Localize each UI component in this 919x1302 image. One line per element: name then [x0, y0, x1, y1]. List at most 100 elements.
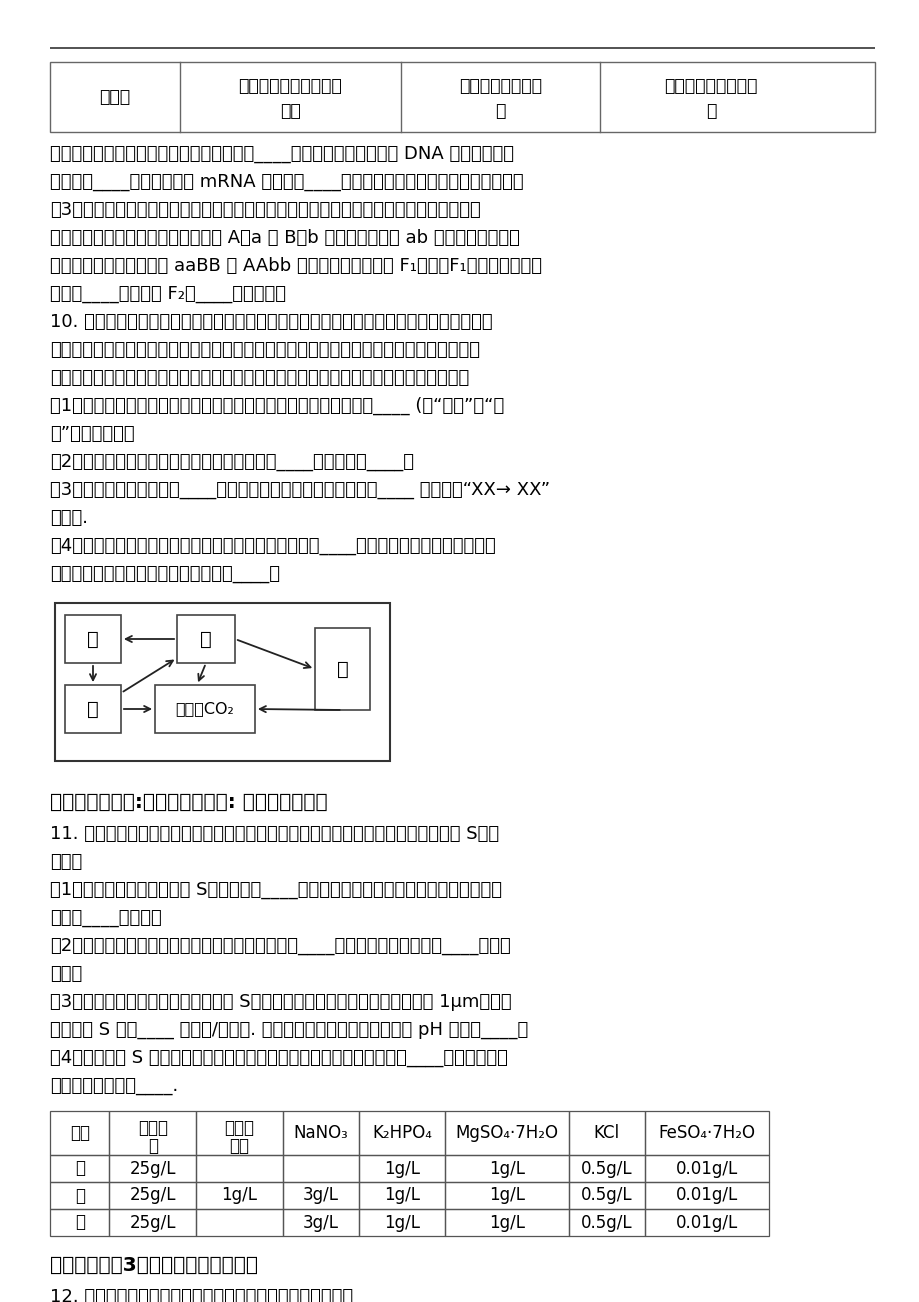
Text: 胶酵: 胶酵	[229, 1137, 249, 1155]
Text: NaNO₃: NaNO₃	[293, 1124, 347, 1142]
Text: 蛋白质: 蛋白质	[99, 89, 130, 105]
Bar	[282, 1182, 358, 1210]
Text: 结果表明，控制窄叶性状的突变基因可能为____。丙基因突变的原因是 DNA 分子中发生了: 结果表明，控制窄叶性状的突变基因可能为____。丙基因突变的原因是 DNA 分子…	[50, 145, 514, 163]
Text: 与野生型结构无差: 与野生型结构无差	[459, 77, 541, 95]
Text: 其他配方的原因是____.: 其他配方的原因是____.	[50, 1077, 178, 1095]
Text: 不同: 不同	[279, 102, 301, 120]
Bar	[358, 1155, 445, 1182]
Text: 丁: 丁	[336, 660, 348, 678]
Bar	[50, 1111, 109, 1155]
Bar	[50, 62, 874, 132]
Bar	[314, 628, 369, 710]
Bar	[196, 1182, 282, 1210]
Text: 表示）.: 表示）.	[50, 509, 88, 527]
Text: 短: 短	[705, 102, 715, 120]
Bar	[196, 1155, 282, 1182]
Text: 碱基对的____，导致形成的 mRNA 提前出现____，从而使合成的蛋白质长度明显变短。: 碱基对的____，导致形成的 mRNA 提前出现____，从而使合成的蛋白质长度…	[50, 173, 523, 191]
Text: 0.01g/L: 0.01g/L	[675, 1213, 737, 1232]
Text: 25g/L: 25g/L	[130, 1186, 176, 1204]
Bar	[445, 1111, 568, 1155]
Text: 0.5g/L: 0.5g/L	[581, 1186, 632, 1204]
Text: 25g/L: 25g/L	[130, 1213, 176, 1232]
Text: 丙: 丙	[87, 699, 98, 719]
Bar	[65, 615, 121, 663]
Bar	[196, 1210, 282, 1236]
Text: 乙: 乙	[87, 629, 98, 648]
Text: 1g/L: 1g/L	[383, 1160, 419, 1177]
Text: （3）乙和丙的种间关系为____．图中漏画了一个筭头，该筭头是____ （用格式“XX→ XX”: （3）乙和丙的种间关系为____．图中漏画了一个筭头，该筭头是____ （用格式…	[50, 480, 550, 499]
Text: 25g/L: 25g/L	[130, 1160, 176, 1177]
Text: K₂HPO₄: K₂HPO₄	[371, 1124, 431, 1142]
Bar	[109, 1155, 196, 1182]
Bar	[109, 1182, 196, 1210]
Text: （3）在显微镜下观察分离得到的菌株 S，发现其菌丝白色致密，细胞核直径约 1μm，初步: （3）在显微镜下观察分离得到的菌株 S，发现其菌丝白色致密，细胞核直径约 1μm…	[50, 993, 511, 1010]
Text: 10. 日常生活及工农业生产中产生的含有大量氮、磷的废污水进入水体后，常导致湖泊等水: 10. 日常生活及工农业生产中产生的含有大量氮、磷的废污水进入水体后，常导致湖泊…	[50, 312, 492, 331]
Bar	[358, 1210, 445, 1236]
Text: 丙: 丙	[74, 1213, 85, 1232]
Text: 0.5g/L: 0.5g/L	[581, 1160, 632, 1177]
Bar	[644, 1210, 767, 1236]
Text: （1）欲从该土样中分离菌株 S，需使用以____唯一碳源的培养基．接种后需将培养皿倒置: （1）欲从该土样中分离菌株 S，需使用以____唯一碳源的培养基．接种后需将培养…	[50, 881, 502, 898]
Text: 0.01g/L: 0.01g/L	[675, 1186, 737, 1204]
Bar	[358, 1111, 445, 1155]
Bar	[50, 1210, 109, 1236]
Bar	[445, 1182, 568, 1210]
Text: （3）雌配子致死可导致稻穗出现空粒，严重影响水稻产量．研究表明水稻配子成活率由两: （3）雌配子致死可导致稻穗出现空粒，严重影响水稻产量．研究表明水稻配子成活率由两	[50, 201, 481, 219]
Text: 域污染、富营养化，爆发主要由蓝藻引起的水华现象，影响水质和水生动物的生活．右图表: 域污染、富营养化，爆发主要由蓝藻引起的水华现象，影响水质和水生动物的生活．右图表	[50, 341, 480, 359]
Text: 11. 阿拉伯胶是一种多糖，研究者从某土样中发现一种能合成阿拉伯胶降解酵的菌株 S．请: 11. 阿拉伯胶是一种多糖，研究者从某土样中发现一种能合成阿拉伯胶降解酵的菌株 …	[50, 825, 499, 842]
Bar	[50, 1182, 109, 1210]
Bar	[358, 1182, 445, 1210]
Text: （2）从生态系统的组成成分看，蓝藻可用图中____表示，丁是____．: （2）从生态系统的组成成分看，蓝藻可用图中____表示，丁是____．	[50, 453, 414, 471]
Text: 1g/L: 1g/L	[489, 1160, 525, 1177]
Text: 1g/L: 1g/L	[489, 1186, 525, 1204]
Text: 推测菌株 S 属于____ （细菌/真菌）. 根据这一推测，该菌株的培养基 pH 成调至____．: 推测菌株 S 属于____ （细菌/真菌）. 根据这一推测，该菌株的培养基 pH…	[50, 1021, 528, 1039]
Bar	[644, 1182, 767, 1210]
Text: 3g/L: 3g/L	[302, 1186, 338, 1204]
Text: 12. 基因工程在医药卫生、农牧业等方面应用广泛．请回答：: 12. 基因工程在医药卫生、农牧业等方面应用广泛．请回答：	[50, 1288, 353, 1302]
Text: 异: 异	[494, 102, 505, 120]
Text: MgSO₄·7H₂O: MgSO₄·7H₂O	[455, 1124, 558, 1142]
Bar	[568, 1210, 644, 1236]
Text: （1）若使用血细胞计数板检测水样中蓝藻的数量，需在盖上盖玻片____ (填“之前”、“之: （1）若使用血细胞计数板检测水样中蓝藻的数量，需在盖上盖玻片____ (填“之前…	[50, 397, 504, 415]
Text: （4）欲对菌株 S 产生的阿拉伯胶降解酵的活力进行测定，应选用下表中____配方，不选用: （4）欲对菌株 S 产生的阿拉伯胶降解酵的活力进行测定，应选用下表中____配方…	[50, 1049, 507, 1068]
Bar	[109, 1210, 196, 1236]
Bar	[65, 685, 121, 733]
Text: 1g/L: 1g/L	[383, 1213, 419, 1232]
Text: 与野生型有一个氨基酸: 与野生型有一个氨基酸	[238, 77, 342, 95]
Text: 《生物一选修3：现代生物科技专题》: 《生物一选修3：现代生物科技专题》	[50, 1256, 257, 1275]
Text: 对独立遗传的等位基因控制，分别用 A、a 和 B、b 表示．基因型为 ab 的雌、雄配子均致: 对独立遗传的等位基因控制，分别用 A、a 和 B、b 表示．基因型为 ab 的雌…	[50, 229, 519, 247]
Bar	[644, 1155, 767, 1182]
Bar	[55, 603, 390, 760]
Text: FeSO₄·7H₂O: FeSO₄·7H₂O	[657, 1124, 754, 1142]
Text: （4）水华结束后，重新长出水生植物的过程属于群落的____．研究发现，挤水植物茂盛的: （4）水华结束后，重新长出水生植物的过程属于群落的____．研究发现，挤水植物茂…	[50, 536, 495, 555]
Text: 1g/L: 1g/L	[221, 1186, 257, 1204]
Bar	[568, 1155, 644, 1182]
Bar	[282, 1111, 358, 1155]
Bar	[196, 1111, 282, 1155]
Bar	[109, 1111, 196, 1155]
Text: 长度比野生型明显变: 长度比野生型明显变	[664, 77, 756, 95]
Text: 乙: 乙	[74, 1186, 85, 1204]
Text: 3g/L: 3g/L	[302, 1213, 338, 1232]
Bar	[445, 1155, 568, 1182]
Bar	[176, 615, 234, 663]
Text: 配方: 配方	[70, 1124, 90, 1142]
Bar	[154, 685, 255, 733]
Text: 阿拉伯: 阿拉伯	[138, 1118, 167, 1137]
Bar	[644, 1111, 767, 1155]
Text: 灭菌．: 灭菌．	[50, 965, 82, 983]
Text: 甲: 甲	[74, 1160, 85, 1177]
Bar	[50, 1155, 109, 1182]
Text: 湖泊中发生水华现象相对较少，原因是____．: 湖泊中发生水华现象相对较少，原因是____．	[50, 565, 279, 583]
Bar	[568, 1111, 644, 1155]
Text: 回答：: 回答：	[50, 853, 82, 871]
Text: 空粒占____，产生的 F₂有____种基因型．: 空粒占____，产生的 F₂有____种基因型．	[50, 285, 286, 303]
Text: 示发生水华现象的某湖泊生态系统的碳循环过程，图中筭头表示碳流动的方向．请回答：: 示发生水华现象的某湖泊生态系统的碳循环过程，图中筭头表示碳流动的方向．请回答：	[50, 368, 469, 387]
Text: 并放在____中培养．: 并放在____中培养．	[50, 909, 162, 927]
Text: 胶: 胶	[148, 1137, 157, 1155]
Text: 三、生物一选修:《生物一选修１: 生物技术实践》: 三、生物一选修:《生物一选修１: 生物技术实践》	[50, 793, 327, 812]
Bar	[282, 1210, 358, 1236]
Text: 甲: 甲	[200, 629, 211, 648]
Text: 死．据此分析，基因型为 aaBB 和 AAbb 的植株杂交，获得的 F₁自交，F₁所结的稻穗中，: 死．据此分析，基因型为 aaBB 和 AAbb 的植株杂交，获得的 F₁自交，F…	[50, 256, 541, 275]
Text: 0.01g/L: 0.01g/L	[675, 1160, 737, 1177]
